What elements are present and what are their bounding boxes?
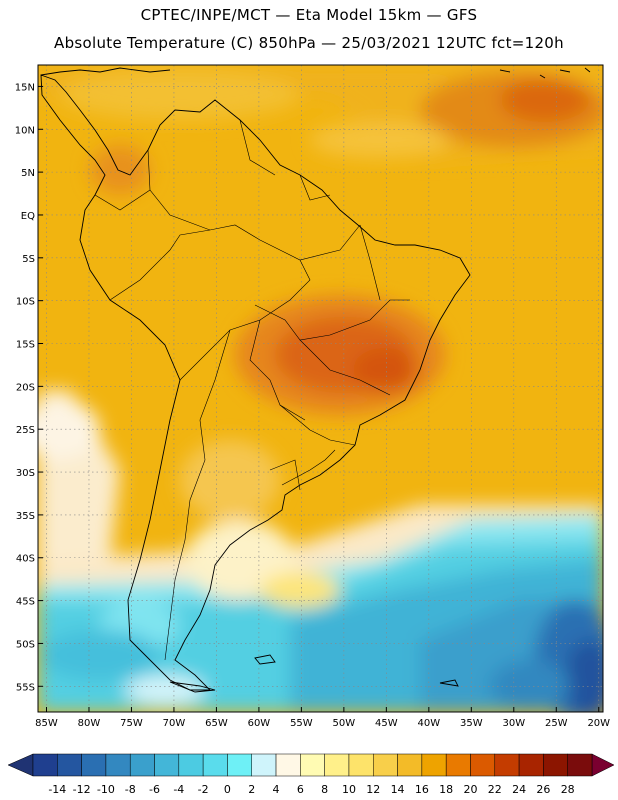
colorbar-swatch — [57, 753, 82, 777]
lon-label: 55W — [290, 718, 313, 729]
colorbar-swatch — [178, 753, 204, 777]
lat-label: 30S — [16, 468, 35, 479]
colorbar-label: 0 — [224, 783, 231, 796]
lon-label: 70W — [163, 718, 186, 729]
colorbar-label: -10 — [97, 783, 115, 796]
lat-label: 55S — [16, 682, 35, 693]
lon-label: 80W — [78, 718, 101, 729]
longitude-labels: 85W 80W 75W 70W 65W 60W 55W 50W 45W 40W 35W 30W 25W 2… — [35, 707, 610, 729]
falklands — [254, 654, 276, 665]
lat-label: EQ — [21, 211, 35, 222]
colorbar-swatch — [32, 753, 58, 777]
lat-label: 5S — [22, 254, 35, 265]
colorbar-label: 2 — [248, 783, 255, 796]
latitude-labels: 15N 10N 5N EQ 5S 10S 15S 20S 25S 30S 35S 40S 45S 50S 5… — [15, 82, 43, 693]
lat-label: 40S — [16, 554, 35, 565]
lon-label: 60W — [248, 718, 271, 729]
lat-label: 45S — [16, 597, 35, 608]
colorbar-label: -6 — [149, 783, 160, 796]
lon-label: 75W — [120, 718, 143, 729]
colorbar-label: 4 — [273, 783, 280, 796]
lat-label: 10S — [16, 297, 35, 308]
colorbar-swatch — [445, 753, 471, 777]
colorbar-over-arrow — [591, 753, 615, 777]
colorbar-label: 6 — [297, 783, 304, 796]
colorbar-swatch — [518, 753, 544, 777]
colorbar-label: -12 — [73, 783, 91, 796]
lon-label: 65W — [205, 718, 228, 729]
coastlines — [40, 67, 591, 693]
colorbar-swatch — [251, 753, 277, 777]
colorbar-swatch — [494, 753, 520, 777]
colorbar-label: 28 — [561, 783, 575, 796]
caribbean-coast — [40, 67, 171, 76]
colorbar-swatch — [567, 753, 593, 777]
lon-label: 50W — [333, 718, 356, 729]
colorbar-label: 10 — [342, 783, 356, 796]
lat-label: 10N — [15, 125, 35, 136]
colorbar-label: 14 — [391, 783, 405, 796]
colorbar-label: 18 — [439, 783, 453, 796]
colorbar-label: -8 — [125, 783, 136, 796]
lat-label: 25S — [16, 425, 35, 436]
colorbar-label: -4 — [173, 783, 184, 796]
lat-label: 15N — [15, 82, 35, 93]
colorbar-swatch — [373, 753, 398, 777]
colorbar-swatch — [202, 753, 228, 777]
lon-label: 85W — [35, 718, 58, 729]
lon-label: 35W — [460, 718, 483, 729]
colorbar-label: 22 — [488, 783, 502, 796]
lon-label: 25W — [545, 718, 568, 729]
lat-label: 15S — [16, 340, 35, 351]
colorbar-swatch — [300, 753, 325, 777]
map-subtitle: Absolute Temperature (C) 850hPa — 25/03/… — [54, 34, 564, 52]
colorbar-swatch — [275, 753, 301, 777]
lon-label: 30W — [502, 718, 525, 729]
lat-label: 35S — [16, 511, 35, 522]
fuegian-island — [169, 681, 216, 693]
colorbar-label: -2 — [198, 783, 209, 796]
lat-label: 50S — [16, 639, 35, 650]
colorbar-swatch — [421, 753, 447, 777]
colorbar-swatch — [348, 753, 374, 777]
lon-label: 45W — [375, 718, 398, 729]
map-title: CPTEC/INPE/MCT — Eta Model 15km — GFS — [140, 6, 478, 24]
colorbar-label: 24 — [512, 783, 526, 796]
country-borders — [94, 119, 410, 661]
colorbar-swatch — [543, 753, 568, 777]
temperature-field — [38, 65, 603, 712]
colorbar — [7, 753, 615, 777]
colorbar-swatch — [81, 753, 107, 777]
colorbar-label: 20 — [463, 783, 477, 796]
colorbar-under-arrow — [7, 753, 34, 777]
lat-label: 5N — [21, 168, 35, 179]
colorbar-swatch — [397, 753, 423, 777]
colorbar-label: -14 — [48, 783, 66, 796]
colorbar-label: 16 — [415, 783, 429, 796]
small-island — [439, 679, 459, 687]
lon-label: 20W — [587, 718, 610, 729]
antilles — [499, 67, 591, 79]
colorbar-swatch — [324, 753, 350, 777]
colorbar-label: 26 — [536, 783, 550, 796]
colorbar-swatch — [470, 753, 496, 777]
colorbar-labels: -14 -12 -10 -8 -6 -4 -2 0 2 4 6 8 10 12 14 16 18 20 22 24 26… — [48, 783, 574, 796]
colorbar-swatch — [154, 753, 180, 777]
colorbar-label: 12 — [366, 783, 380, 796]
colorbar-swatch — [129, 753, 155, 777]
colorbar-label: 8 — [321, 783, 328, 796]
lon-label: 40W — [418, 718, 441, 729]
colorbar-swatch — [227, 753, 252, 777]
south-america-coast — [40, 74, 471, 691]
map-frame — [37, 64, 604, 713]
lat-label: 20S — [16, 382, 35, 393]
colorbar-swatch — [105, 753, 131, 777]
